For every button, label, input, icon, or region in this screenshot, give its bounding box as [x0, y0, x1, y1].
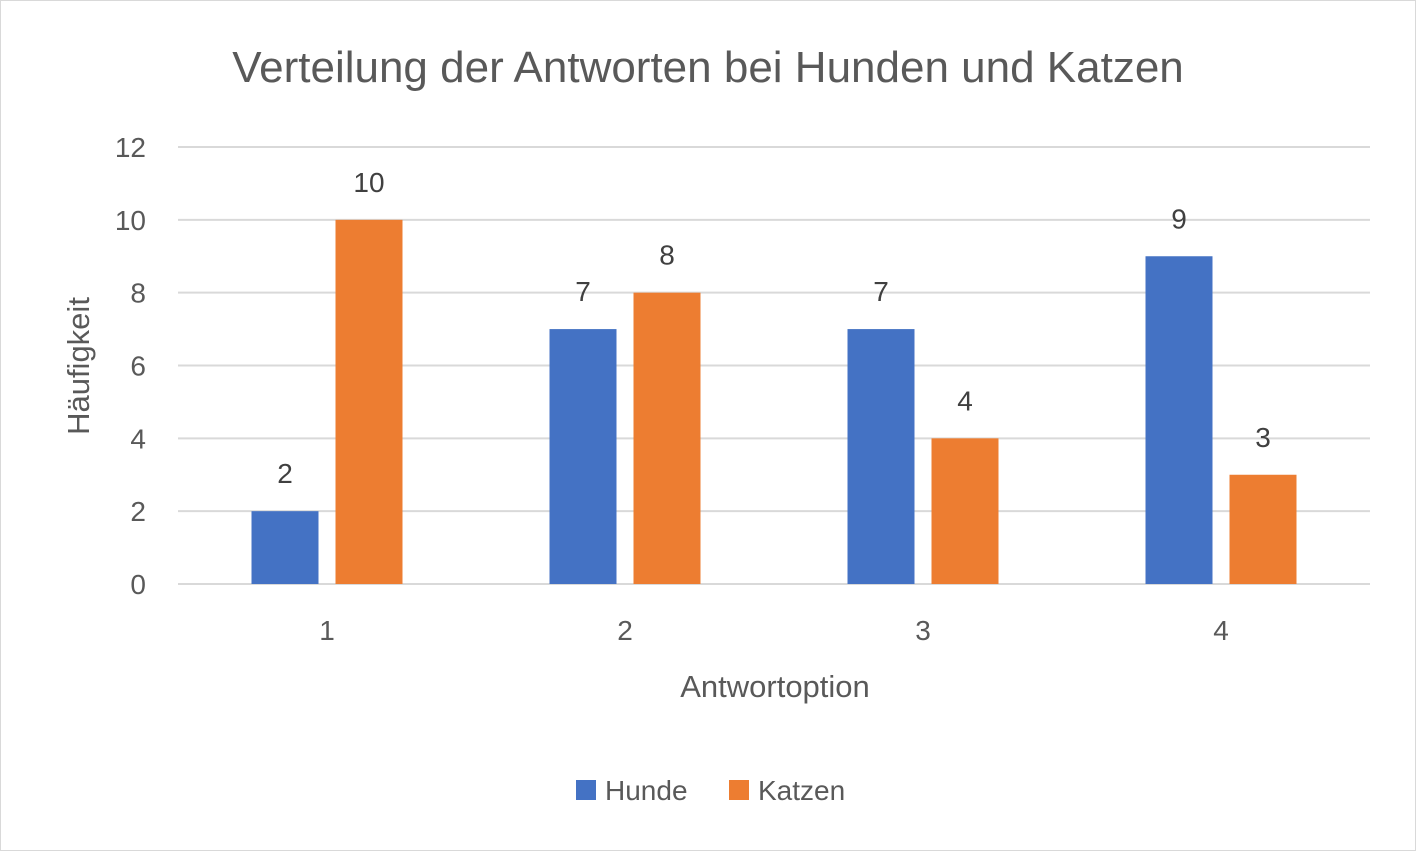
data-label-katzen-2: 8 — [659, 240, 675, 271]
x-tick-label: 2 — [617, 615, 633, 646]
y-tick-label: 12 — [115, 132, 146, 163]
data-label-hunde-3: 7 — [873, 276, 889, 307]
data-label-katzen-1: 10 — [353, 167, 384, 198]
y-tick-label: 4 — [130, 423, 146, 454]
legend-swatch-katzen — [729, 780, 749, 800]
y-axis-ticks: 0 2 4 6 8 10 12 — [115, 132, 146, 600]
x-tick-label: 3 — [915, 615, 931, 646]
y-tick-label: 6 — [130, 351, 146, 382]
bar-katzen-3 — [931, 438, 999, 584]
bar-katzen-2 — [633, 292, 701, 584]
y-tick-label: 0 — [130, 569, 146, 600]
bar-hunde-2 — [549, 329, 617, 584]
bar-hunde-3 — [847, 329, 915, 584]
legend-label-hunde: Hunde — [605, 775, 688, 806]
x-tick-label: 1 — [319, 615, 335, 646]
legend-swatch-hunde — [576, 780, 596, 800]
bars — [251, 219, 1297, 585]
x-axis-ticks: 1 2 3 4 — [319, 615, 1229, 646]
bar-hunde-1 — [251, 511, 319, 584]
data-label-hunde-1: 2 — [277, 458, 293, 489]
data-label-katzen-3: 4 — [957, 385, 973, 416]
bar-hunde-4 — [1145, 256, 1213, 584]
y-tick-label: 2 — [130, 496, 146, 527]
y-tick-label: 8 — [130, 278, 146, 309]
bar-katzen-4 — [1229, 474, 1297, 584]
y-axis-title: Häufigkeit — [61, 297, 96, 435]
chart-title: Verteilung der Antworten bei Hunden und … — [232, 43, 1184, 92]
data-label-hunde-4: 9 — [1171, 203, 1187, 234]
x-tick-label: 4 — [1213, 615, 1229, 646]
x-axis-title: Antwortoption — [680, 669, 870, 704]
legend-label-katzen: Katzen — [758, 775, 845, 806]
y-tick-label: 10 — [115, 205, 146, 236]
data-label-hunde-2: 7 — [575, 276, 591, 307]
legend: Hunde Katzen — [576, 775, 845, 806]
bar-katzen-1 — [335, 219, 403, 585]
data-labels: 2 10 7 8 7 4 9 3 — [277, 167, 1271, 489]
data-label-katzen-4: 3 — [1255, 422, 1271, 453]
